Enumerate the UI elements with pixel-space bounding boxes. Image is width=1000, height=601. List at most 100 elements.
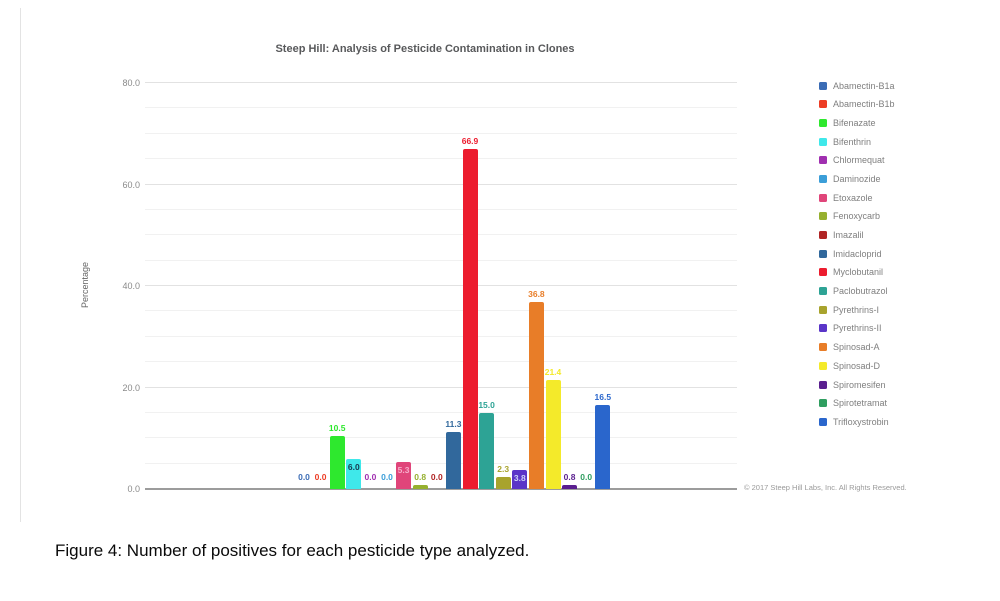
legend-swatch-icon — [819, 118, 827, 127]
bar-value-label: 0.0 — [364, 472, 377, 482]
legend-swatch-icon — [819, 156, 827, 165]
legend-item-label: Spirotetramat — [833, 398, 888, 409]
legend-item-spirotetramat: Spirotetramat — [819, 398, 895, 409]
y-axis-tick-labels: 0.0 20.0 40.0 60.0 80.0 — [96, 78, 140, 494]
legend-item-bifenthrin: Bifenthrin — [819, 136, 895, 147]
plot-area: 0.0 0.0 10.5 6.0 0.0 0.0 5.3 0.8 0.0 11.3 66.9 15.0… — [145, 82, 737, 490]
legend-item-label: Fenoxycarb — [833, 211, 881, 222]
y-axis-title: Percentage — [80, 261, 90, 309]
bar-spinosad-d — [545, 380, 561, 489]
bar-value-label: 0.0 — [580, 472, 593, 482]
legend-swatch-icon — [819, 137, 827, 146]
legend-item-imazalil: Imazalil — [819, 230, 895, 241]
bar-pyrethrins-i — [495, 477, 511, 489]
legend-swatch-icon — [819, 380, 827, 389]
gridline — [145, 335, 737, 337]
y-tick-label: 0.0 — [127, 484, 140, 494]
legend-item-label: Chlormequat — [833, 155, 885, 166]
legend-item-label: Spiromesifen — [833, 379, 886, 390]
legend-swatch-icon — [819, 100, 827, 109]
bar-value-label: 15.0 — [478, 399, 495, 410]
copyright-text: © 2017 Steep Hill Labs, Inc. All Rights … — [744, 483, 907, 492]
figure-caption: Figure 4: Number of positives for each p… — [55, 541, 530, 560]
gridline — [145, 82, 737, 83]
y-tick-label: 60.0 — [122, 179, 140, 190]
legend-item-spinosad-d: Spinosad-D — [819, 360, 895, 371]
bar-pyrethrins-ii — [512, 469, 528, 489]
chart-title: Steep Hill: Analysis of Pesticide Contam… — [275, 43, 575, 55]
legend-swatch-icon — [819, 212, 827, 221]
bar-value-label: 6.0 — [347, 461, 360, 472]
legend-item-bifenazate: Bifenazate — [819, 117, 895, 128]
legend-item-label: Myclobutanil — [833, 267, 884, 278]
bar-value-label: 0.0 — [381, 472, 393, 482]
legend-swatch-icon — [819, 249, 827, 258]
bar-value-label: 5.3 — [397, 465, 410, 476]
legend-item-fenoxycarb: Fenoxycarb — [819, 211, 895, 222]
bar-imidacloprid — [445, 431, 461, 489]
bar-value-label: 2.3 — [497, 464, 510, 475]
bar-value-label: 36.8 — [528, 289, 545, 300]
gridline — [145, 462, 737, 464]
legend-item-label: Bifenthrin — [833, 136, 872, 147]
gridline — [145, 437, 737, 439]
legend-item-label: Imidacloprid — [833, 248, 882, 259]
y-tick-label: 20.0 — [122, 382, 140, 393]
legend-item-pyrethrins-i: Pyrethrins-I — [819, 304, 895, 315]
gridline — [145, 361, 737, 363]
legend-swatch-icon — [819, 174, 827, 183]
x-axis-line — [145, 488, 737, 490]
gridline — [145, 285, 737, 286]
gridline — [145, 234, 737, 236]
bar-etoxazole — [396, 462, 412, 489]
legend-item-myclobutanil: Myclobutanil — [819, 267, 895, 278]
bar-myclobutanil — [462, 149, 478, 489]
bar-spinosad-a — [528, 302, 544, 489]
bar-value-label: 16.5 — [594, 392, 612, 403]
bar-paclobutrazol — [479, 412, 495, 489]
gridline — [145, 208, 737, 210]
legend-item-trifloxystrobin: Trifloxystrobin — [819, 416, 895, 427]
legend-item-abamectin-b1a: Abamectin-B1a — [819, 80, 895, 91]
bar-bifenthrin — [346, 458, 362, 489]
bar-bifenazate — [329, 435, 345, 489]
legend-item-spinosad-a: Spinosad-A — [819, 342, 895, 353]
bar-value-label: 0.0 — [298, 472, 310, 482]
gridline — [145, 386, 737, 388]
legend-item-imidacloprid: Imidacloprid — [819, 248, 895, 259]
legend-item-label: Imazalil — [833, 230, 864, 240]
bar-spiromesifen — [562, 484, 578, 489]
bar-value-label: 10.5 — [328, 422, 346, 433]
gridline — [145, 310, 737, 312]
legend-swatch-icon — [819, 343, 827, 352]
legend-swatch-icon — [819, 193, 827, 202]
bar-value-label: 0.8 — [563, 471, 576, 482]
legend-swatch-icon — [819, 287, 827, 296]
legend-item-label: Bifenazate — [833, 117, 876, 128]
legend-item-label: Spinosad-A — [833, 342, 880, 353]
legend-item-label: Paclobutrazol — [833, 286, 888, 297]
legend-swatch-icon — [819, 417, 827, 426]
legend-item-label: Trifloxystrobin — [833, 416, 889, 427]
bar-value-label: 3.8 — [513, 472, 526, 483]
gridline — [145, 132, 737, 134]
y-tick-label: 80.0 — [122, 78, 140, 88]
legend-item-chlormequat: Chlormequat — [819, 155, 895, 166]
legend-item-paclobutrazol: Paclobutrazol — [819, 286, 895, 297]
legend-swatch-icon — [819, 361, 827, 370]
legend-item-label: Daminozide — [833, 173, 881, 184]
legend-item-daminozide: Daminozide — [819, 173, 895, 184]
bar-value-label: 0.0 — [314, 472, 327, 482]
gridline — [145, 259, 737, 261]
legend-item-label: Pyrethrins-II — [833, 323, 882, 334]
gridline — [145, 158, 737, 160]
legend-item-label: Pyrethrins-I — [833, 304, 880, 315]
legend-item-label: Abamectin-B1a — [833, 80, 895, 91]
gridline — [145, 183, 737, 185]
bar-value-label: 66.9 — [461, 136, 479, 147]
page-edge-divider — [20, 8, 21, 522]
bar-value-label: 11.3 — [445, 418, 462, 429]
legend-item-spiromesifen: Spiromesifen — [819, 379, 895, 390]
legend-item-etoxazole: Etoxazole — [819, 192, 895, 203]
legend-swatch-icon — [819, 231, 827, 239]
